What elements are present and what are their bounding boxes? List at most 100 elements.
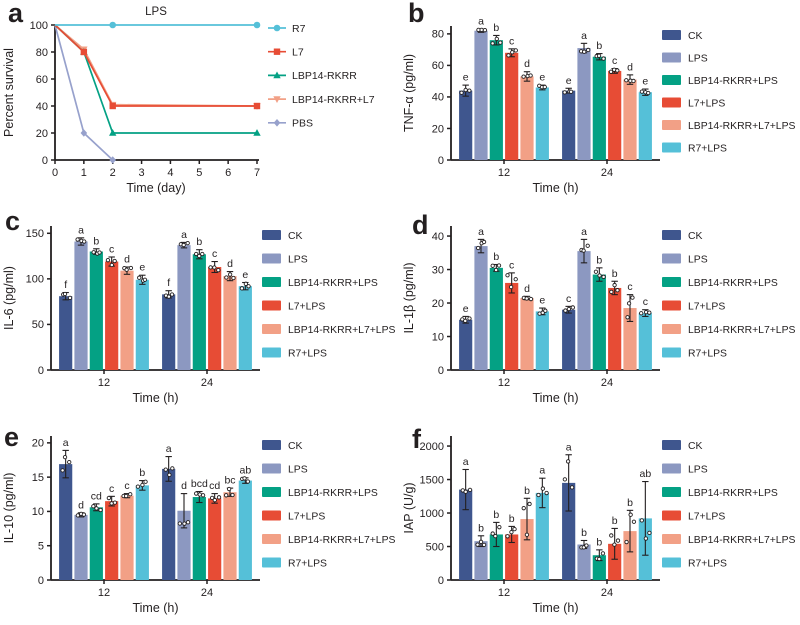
- bar: [592, 56, 606, 160]
- y-axis-label: IAP (U/g): [402, 482, 416, 533]
- data-point-dot: [568, 89, 574, 94]
- data-point-dot: [601, 56, 606, 61]
- significance-letter: d: [627, 61, 633, 73]
- data-point-dot: [91, 250, 96, 255]
- legend-swatch: [262, 463, 281, 474]
- data-point-dot: [142, 277, 148, 282]
- data-point-dot: [128, 265, 134, 271]
- data-point-dot: [505, 273, 510, 278]
- significance-letter: b: [596, 254, 602, 266]
- legend-swatch: [662, 300, 681, 311]
- data-point-dot: [609, 289, 614, 295]
- data-point-dot: [521, 74, 526, 79]
- y-tick-label: 500: [426, 541, 444, 553]
- bar: [59, 296, 73, 370]
- data-point-dot: [245, 479, 251, 484]
- significance-letter: a: [463, 456, 469, 468]
- data-point-dot: [569, 485, 575, 490]
- circle-icon: [273, 24, 281, 32]
- legend-item: LBP14-RKRR+LPS: [662, 277, 778, 289]
- data-point-dot: [481, 542, 487, 548]
- line-series: [54, 24, 257, 134]
- bar: [638, 92, 652, 160]
- x-tick-label: 5: [196, 167, 202, 179]
- data-point-dot: [639, 518, 644, 523]
- legend-label: CK: [688, 31, 703, 42]
- legend-label: LPS: [288, 255, 308, 266]
- legend-item: LPS: [662, 253, 708, 266]
- significance-letter: d: [181, 480, 187, 492]
- significance-letter: e: [242, 269, 248, 281]
- data-point-dot: [239, 286, 245, 291]
- significance-letter: a: [166, 443, 172, 455]
- significance-letter: e: [539, 72, 545, 84]
- bar: [459, 319, 473, 370]
- bar: [105, 501, 119, 580]
- legend-label: R7+LPS: [288, 349, 327, 360]
- significance-letter: a: [181, 229, 187, 241]
- chart-host-c: 0 50 100 150 12 f a b c d e 24 f a b c d e Time (h) IL-6 (p…: [0, 200, 400, 410]
- data-point-dot: [137, 275, 142, 280]
- bar: [474, 246, 488, 370]
- bar: [474, 30, 488, 160]
- legend-label: CK: [688, 441, 703, 452]
- data-point-dot: [224, 275, 229, 280]
- line-series: [54, 24, 114, 161]
- data-point-dot: [647, 530, 652, 536]
- data-point-dot: [227, 272, 233, 277]
- significance-letter: ab: [639, 468, 651, 480]
- y-tick-label: 50: [32, 319, 44, 331]
- y-tick-label: 40: [432, 231, 444, 243]
- legend-item: R7+LPS: [662, 142, 727, 155]
- data-point-dot: [600, 551, 606, 556]
- legend-item: R7: [268, 23, 306, 35]
- data-point-dot: [231, 275, 236, 281]
- data-point-dot: [625, 315, 630, 320]
- significance-letter: bc: [224, 475, 235, 487]
- bar: [505, 534, 519, 580]
- legend-label: LPS: [688, 54, 708, 65]
- legend-swatch: [662, 230, 681, 240]
- legend-label: R7+LPS: [688, 144, 727, 155]
- data-point-dot: [210, 495, 215, 501]
- legend-item: L7+LPS: [662, 510, 725, 523]
- data-point-dot: [565, 459, 571, 464]
- legend-item: LBP14-RKRR+LPS: [262, 277, 378, 289]
- significance-letter: c: [509, 35, 514, 47]
- legend-swatch: [662, 534, 681, 544]
- data-point-dot: [513, 277, 518, 282]
- x-axis-label: Time (h): [532, 391, 578, 405]
- data-point-dot: [586, 47, 591, 53]
- bar: [89, 251, 103, 370]
- data-point-dot: [105, 258, 111, 263]
- legend-label: LPS: [688, 465, 708, 476]
- data-point-dot: [140, 482, 145, 488]
- y-tick-label: 1500: [420, 474, 444, 486]
- data-point-dot: [508, 284, 514, 290]
- panel-d: d 0 10 20 30 40 12 e a b c d e 24 c a b b c c Time (h) IL-1β…: [400, 200, 800, 410]
- significance-letter: b: [493, 251, 499, 263]
- legend-label: LBP14-RKRR+L7: [292, 94, 375, 106]
- x-tick-label: 1: [81, 167, 87, 179]
- data-point-dot: [628, 512, 633, 517]
- data-point-dot: [593, 269, 599, 274]
- data-point-dot: [612, 542, 617, 547]
- legend-swatch: [662, 30, 681, 40]
- data-point-dot: [524, 296, 529, 301]
- category-label: 12: [498, 587, 510, 599]
- significance-letter: a: [478, 226, 484, 238]
- data-point-dot: [200, 493, 206, 498]
- legend-label: L7+LPS: [688, 302, 725, 313]
- bar: [135, 279, 149, 370]
- legend-swatch: [662, 120, 681, 130]
- bar: [120, 495, 134, 580]
- y-tick-label: 5: [38, 541, 44, 553]
- data-point-dot: [562, 477, 568, 482]
- data-point-dot: [194, 491, 199, 496]
- data-point-dot: [562, 90, 567, 95]
- panel-letter-c: c: [5, 206, 21, 236]
- legend-item: L7+LPS: [662, 300, 725, 313]
- bar: [177, 510, 191, 580]
- legend-label: PBS: [292, 118, 313, 130]
